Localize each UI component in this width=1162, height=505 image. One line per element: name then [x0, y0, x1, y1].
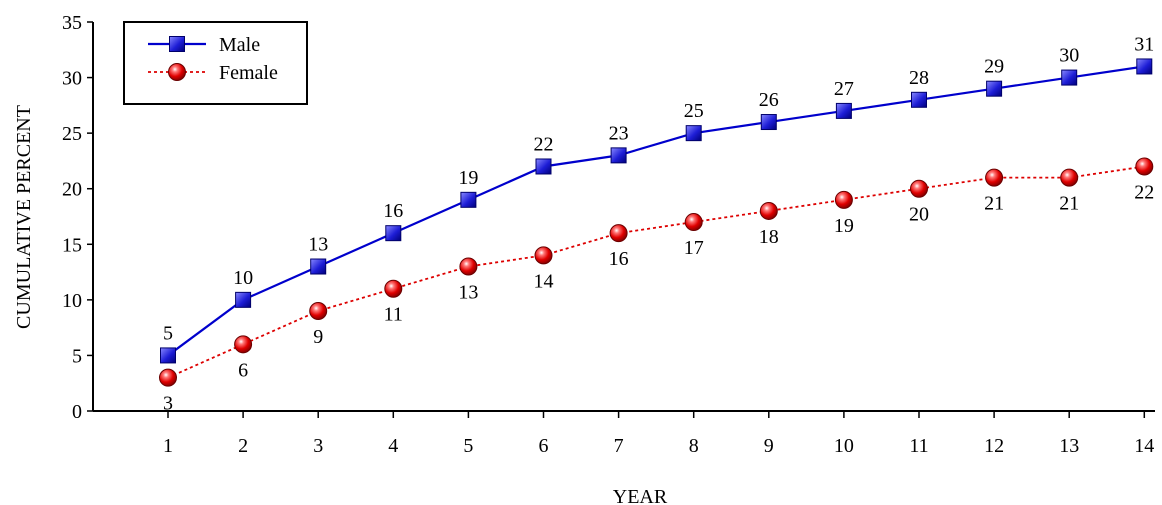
data-point-male	[835, 102, 852, 119]
data-label-female: 22	[1134, 181, 1154, 203]
data-point-male	[760, 114, 777, 131]
y-tick-label: 0	[72, 401, 82, 423]
series-line-female	[167, 165, 1145, 379]
legend-marker-female	[168, 63, 186, 81]
data-label-female: 16	[609, 248, 629, 270]
data-labels: 5 10 13 16 19 22 23 25 26 27 28 29 30 31 3 6 9 11 13 14 16 17…	[163, 33, 1154, 414]
series-line-male	[167, 65, 1145, 357]
data-label-male: 30	[1059, 45, 1079, 67]
x-tick-label: 13	[1059, 435, 1079, 457]
data-label-male: 22	[534, 133, 554, 155]
x-tick-label: 4	[388, 435, 398, 457]
data-point-female	[1060, 168, 1079, 187]
data-label-female: 14	[534, 270, 554, 292]
data-point-male	[911, 91, 927, 108]
data-point-male	[1061, 69, 1078, 86]
data-point-male	[385, 225, 402, 242]
data-point-female	[759, 201, 778, 220]
series-male	[160, 58, 1153, 364]
data-label-female: 17	[684, 237, 704, 259]
data-label-male: 26	[759, 89, 779, 111]
data-label-male: 29	[984, 56, 1004, 78]
data-label-male: 10	[233, 267, 253, 289]
series-layer	[159, 58, 1154, 387]
data-label-male: 31	[1134, 33, 1154, 55]
data-label-male: 27	[834, 78, 854, 100]
data-point-male	[235, 291, 252, 308]
y-tick-label: 10	[62, 290, 82, 312]
data-label-female: 20	[909, 204, 929, 226]
data-label-female: 19	[834, 215, 854, 237]
x-tick-label: 8	[689, 435, 699, 457]
x-tick-label: 11	[909, 435, 928, 457]
data-point-female	[834, 190, 853, 209]
data-point-female	[459, 257, 478, 276]
data-label-female: 9	[313, 326, 323, 348]
data-point-female	[985, 168, 1004, 187]
data-label-female: 6	[238, 359, 248, 381]
data-point-female	[384, 279, 403, 298]
data-label-male: 5	[163, 322, 173, 344]
data-label-male: 25	[684, 100, 704, 122]
legend-marker-male	[169, 36, 185, 52]
data-point-female	[609, 224, 628, 243]
data-label-male: 16	[383, 200, 403, 222]
data-point-female	[309, 301, 328, 320]
x-tick-label: 2	[238, 435, 248, 457]
data-label-male: 19	[458, 167, 478, 189]
x-tick-label: 10	[834, 435, 854, 457]
y-tick-label: 35	[62, 12, 82, 34]
x-tick-label: 5	[463, 435, 473, 457]
x-axis-title: YEAR	[613, 486, 668, 505]
data-point-male	[535, 158, 552, 175]
x-tick-label: 1	[163, 435, 173, 457]
y-tick-label: 30	[62, 68, 82, 90]
y-axis-title: CUMULATIVE PERCENT	[13, 105, 35, 329]
data-label-female: 21	[1059, 193, 1079, 215]
data-point-male	[460, 191, 477, 208]
data-point-female	[234, 335, 253, 354]
data-point-female	[534, 246, 553, 265]
data-label-male: 23	[609, 122, 629, 144]
y-tick-label: 15	[62, 234, 82, 256]
series-female	[159, 157, 1154, 387]
legend-label-female: Female	[219, 62, 278, 84]
data-label-male: 13	[308, 234, 328, 256]
legend-label-male: Male	[219, 34, 260, 56]
data-point-male	[160, 347, 176, 364]
data-label-female: 11	[384, 304, 403, 326]
data-label-female: 21	[984, 193, 1004, 215]
data-point-male	[310, 258, 327, 275]
x-tick-label: 6	[539, 435, 549, 457]
data-point-male	[986, 80, 1003, 97]
x-tick-label: 3	[313, 435, 323, 457]
x-tick-label: 12	[984, 435, 1004, 457]
data-label-male: 28	[909, 67, 929, 89]
x-tick-label: 14	[1134, 435, 1154, 457]
data-point-male	[685, 125, 702, 142]
y-tick-label: 25	[62, 123, 82, 145]
x-tick-label: 9	[764, 435, 774, 457]
legend-box	[123, 21, 308, 105]
data-point-female	[910, 179, 928, 198]
x-tick-label: 7	[614, 435, 624, 457]
data-point-female	[1135, 157, 1154, 176]
data-label-female: 13	[458, 282, 478, 304]
data-label-female: 3	[163, 393, 173, 415]
y-tick-label: 5	[72, 345, 82, 367]
data-point-female	[159, 368, 177, 387]
y-tick-label: 20	[62, 179, 82, 201]
data-point-male	[1136, 58, 1153, 75]
data-point-male	[610, 147, 627, 164]
data-point-female	[684, 213, 703, 232]
legend: Male Female	[123, 21, 308, 105]
data-label-female: 18	[759, 226, 779, 248]
